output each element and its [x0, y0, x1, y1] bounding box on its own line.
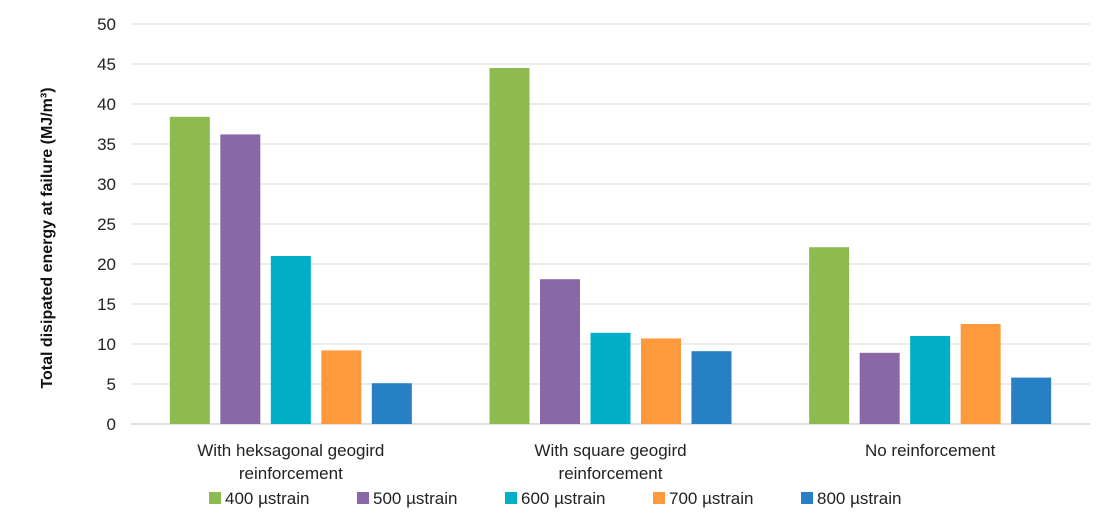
bars: [169, 68, 1052, 425]
bar: [371, 383, 412, 424]
legend-swatch: [801, 492, 813, 504]
y-tick-label: 15: [97, 295, 116, 314]
bar: [641, 338, 681, 424]
bar: [590, 332, 631, 424]
bar: [691, 351, 732, 424]
y-axis-title: Total disipated energy at failure (MJ/m³…: [39, 87, 56, 388]
bar: [270, 256, 311, 424]
bar: [809, 247, 850, 424]
category-labels: With heksagonal geogird reinforcement With…: [197, 441, 995, 483]
bar: [1011, 377, 1052, 424]
legend-label: 700 µstrain: [669, 489, 753, 508]
y-tick-label: 40: [97, 95, 116, 114]
bar: [540, 279, 580, 424]
legend-swatch: [209, 492, 221, 504]
bar: [910, 336, 951, 424]
legend-label: 600 µstrain: [521, 489, 605, 508]
y-tick-label: 10: [97, 335, 116, 354]
category-label: No reinforcement: [865, 441, 996, 460]
legend-swatch: [505, 492, 517, 504]
bar: [321, 350, 362, 424]
y-tick-label: 50: [97, 15, 116, 34]
bar: [960, 324, 1001, 424]
bar: [859, 352, 900, 424]
y-tick-label: 25: [97, 215, 116, 234]
y-tick-label: 5: [107, 375, 116, 394]
legend-label: 500 µstrain: [373, 489, 457, 508]
category-label: With square geogird reinforcement: [534, 441, 686, 483]
legend-label: 800 µstrain: [817, 489, 901, 508]
y-tick-label: 30: [97, 175, 116, 194]
bar: [220, 134, 261, 424]
bar: [489, 68, 530, 424]
legend: 400 µstrain 500 µstrain 600 µstrain 700 µst…: [209, 489, 901, 508]
legend-swatch: [653, 492, 665, 504]
y-axis-ticks: 0 5 10 15 20 25 30 35 40 45 50: [97, 15, 116, 434]
legend-label: 400 µstrain: [225, 489, 309, 508]
y-tick-label: 45: [97, 55, 116, 74]
category-label: With heksagonal geogird reinforcement: [197, 441, 384, 483]
bar: [169, 116, 210, 425]
y-tick-label: 20: [97, 255, 116, 274]
legend-swatch: [357, 492, 369, 504]
y-tick-label: 35: [97, 135, 116, 154]
y-tick-label: 0: [107, 415, 116, 434]
